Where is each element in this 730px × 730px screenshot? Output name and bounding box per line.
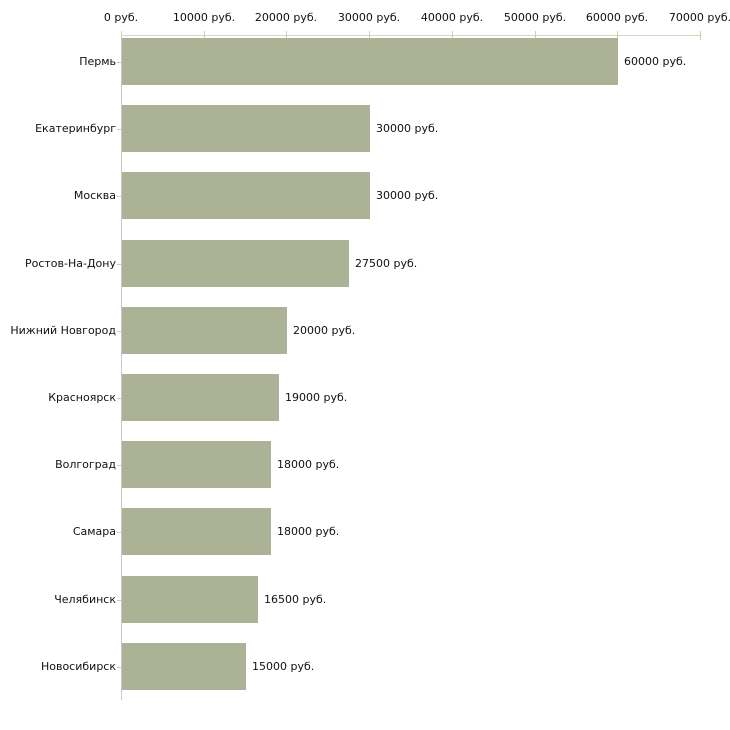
x-axis-tick-mark: [286, 31, 287, 40]
y-axis-tick-mark: [117, 62, 121, 63]
value-label: 18000 руб.: [277, 525, 340, 538]
x-axis-tick-mark: [204, 31, 205, 40]
value-label: 15000 руб.: [252, 660, 315, 673]
bar: [122, 374, 279, 421]
bar: [122, 240, 349, 287]
x-axis-tick-label: 30000 руб.: [337, 11, 401, 24]
bar: [122, 38, 618, 85]
category-label: Нижний Новгород: [10, 324, 116, 337]
x-axis-tick-label: 10000 руб.: [172, 11, 236, 24]
y-axis-tick-mark: [117, 600, 121, 601]
category-label: Волгоград: [55, 458, 116, 471]
bar: [122, 643, 246, 690]
bar: [122, 105, 370, 152]
x-axis-tick-label: 50000 руб.: [503, 11, 567, 24]
x-axis-tick-label: 40000 руб.: [420, 11, 484, 24]
category-label: Пермь: [79, 55, 116, 68]
category-label: Красноярск: [48, 391, 116, 404]
y-axis-tick-mark: [117, 532, 121, 533]
y-axis-tick-mark: [117, 667, 121, 668]
category-label: Новосибирск: [40, 660, 116, 673]
category-label: Екатеринбург: [35, 122, 116, 135]
x-axis-tick-label: 0 руб.: [103, 11, 139, 24]
value-label: 19000 руб.: [285, 391, 348, 404]
value-label: 20000 руб.: [293, 324, 356, 337]
category-label: Челябинск: [54, 593, 116, 606]
category-label: Ростов-На-Дону: [24, 257, 116, 270]
x-axis-tick-mark: [535, 31, 536, 40]
value-label: 16500 руб.: [264, 593, 327, 606]
bar: [122, 307, 287, 354]
bar: [122, 172, 370, 219]
value-label: 27500 руб.: [355, 257, 418, 270]
value-label: 30000 руб.: [376, 122, 439, 135]
y-axis-tick-mark: [117, 264, 121, 265]
x-axis-line: [121, 35, 701, 36]
y-axis-tick-mark: [117, 398, 121, 399]
x-axis-tick-mark: [617, 31, 618, 40]
category-label: Москва: [73, 189, 116, 202]
bar: [122, 441, 271, 488]
bar: [122, 508, 271, 555]
x-axis-tick-label: 20000 руб.: [254, 11, 318, 24]
y-axis-tick-mark: [117, 196, 121, 197]
value-label: 60000 руб.: [624, 55, 687, 68]
y-axis-tick-mark: [117, 465, 121, 466]
x-axis-tick-label: 60000 руб.: [585, 11, 649, 24]
value-label: 18000 руб.: [277, 458, 340, 471]
x-axis-tick-mark: [121, 31, 122, 40]
bar: [122, 576, 258, 623]
x-axis-tick-mark: [700, 31, 701, 40]
x-axis-tick-label: 70000 руб.: [668, 11, 730, 24]
value-label: 30000 руб.: [376, 189, 439, 202]
y-axis-line: [121, 35, 122, 700]
x-axis-tick-mark: [369, 31, 370, 40]
y-axis-tick-mark: [117, 331, 121, 332]
category-label: Самара: [72, 525, 116, 538]
x-axis-tick-mark: [452, 31, 453, 40]
y-axis-tick-mark: [117, 129, 121, 130]
